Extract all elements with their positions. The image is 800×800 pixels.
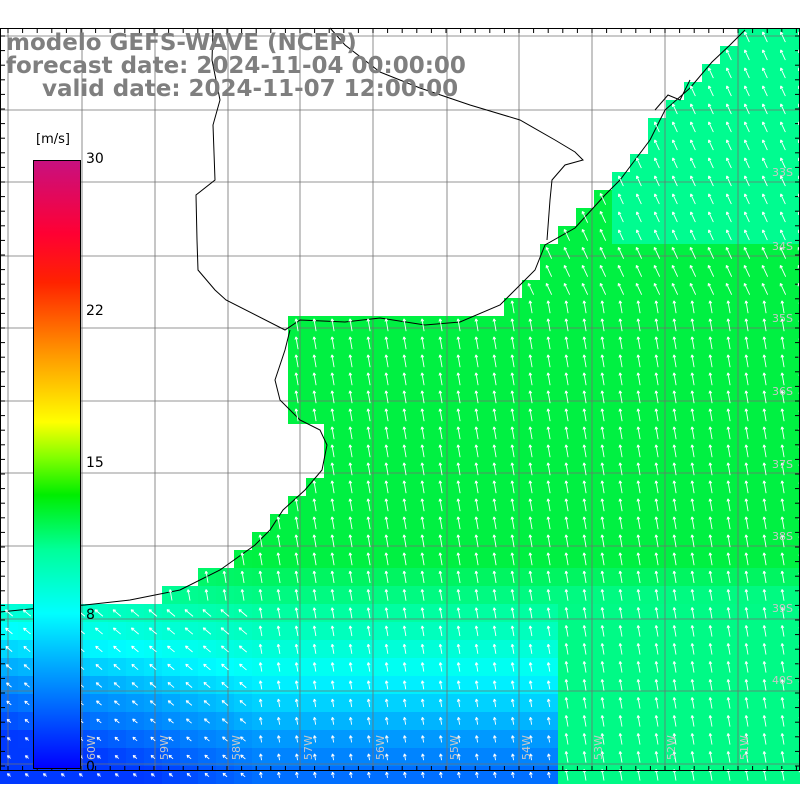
longitude-label: 56W [374, 735, 387, 760]
longitude-label: 59W [158, 735, 171, 760]
longitude-label: 55W [448, 735, 461, 760]
latitude-label: 39S [772, 602, 793, 615]
speed-cell [792, 658, 800, 676]
speed-cell [792, 622, 800, 640]
speed-cell [792, 514, 800, 532]
speed-cell [792, 190, 800, 208]
forecast-date: forecast date: 2024-11-04 00:00:00 [6, 54, 466, 78]
speed-cell [792, 694, 800, 712]
speed-cell [792, 712, 800, 730]
latitude-label: 40S [772, 674, 793, 687]
speed-cell [792, 352, 800, 370]
speed-cell [792, 586, 800, 604]
speed-cell [792, 82, 800, 100]
longitude-label: 53W [592, 735, 605, 760]
latitude-label: 37S [772, 458, 793, 471]
speed-cell [792, 226, 800, 244]
speed-cell [792, 316, 800, 334]
longitude-label: 52W [665, 735, 678, 760]
valid-date: valid date: 2024-11-07 12:00:00 [42, 77, 458, 101]
colorbar-tick-0: 0 [86, 759, 95, 775]
latitude-label: 36S [772, 385, 793, 398]
speed-cell [792, 118, 800, 136]
longitude-label: 54W [520, 735, 533, 760]
speed-cell [792, 460, 800, 478]
speed-cell [792, 154, 800, 172]
speed-cell [792, 262, 800, 280]
speed-cell [792, 424, 800, 442]
latitude-label: 33S [772, 166, 793, 179]
longitude-label: 51W [738, 735, 751, 760]
colorbar-unit: [m/s] [34, 132, 72, 147]
speed-cell [792, 568, 800, 586]
speed-cell [792, 478, 800, 496]
longitude-label: 60W [85, 735, 98, 760]
speed-cell [792, 748, 800, 766]
latitude-label: 38S [772, 530, 793, 543]
speed-cell [792, 46, 800, 64]
speed-cell [792, 550, 800, 568]
colorbar-tick-8: 8 [86, 607, 95, 623]
wind-speed-field [0, 28, 800, 784]
colorbar-tick-30: 30 [86, 151, 104, 167]
speed-cell [792, 370, 800, 388]
longitude-label: 58W [230, 735, 243, 760]
speed-cell [792, 496, 800, 514]
colorbar-tick-22: 22 [86, 303, 104, 319]
speed-cell [792, 244, 800, 262]
speed-cell [792, 280, 800, 298]
speed-cell [792, 406, 800, 424]
speed-cell [792, 730, 800, 748]
colorbar-tick-15: 15 [86, 455, 104, 471]
colorbar [33, 160, 81, 769]
longitude-label: 57W [302, 735, 315, 760]
latitude-label: 34S [772, 240, 793, 253]
model-title: modelo GEFS-WAVE (NCEP) [6, 31, 357, 55]
speed-cell [792, 388, 800, 406]
latitude-label: 35S [772, 312, 793, 325]
speed-cell [792, 172, 800, 190]
